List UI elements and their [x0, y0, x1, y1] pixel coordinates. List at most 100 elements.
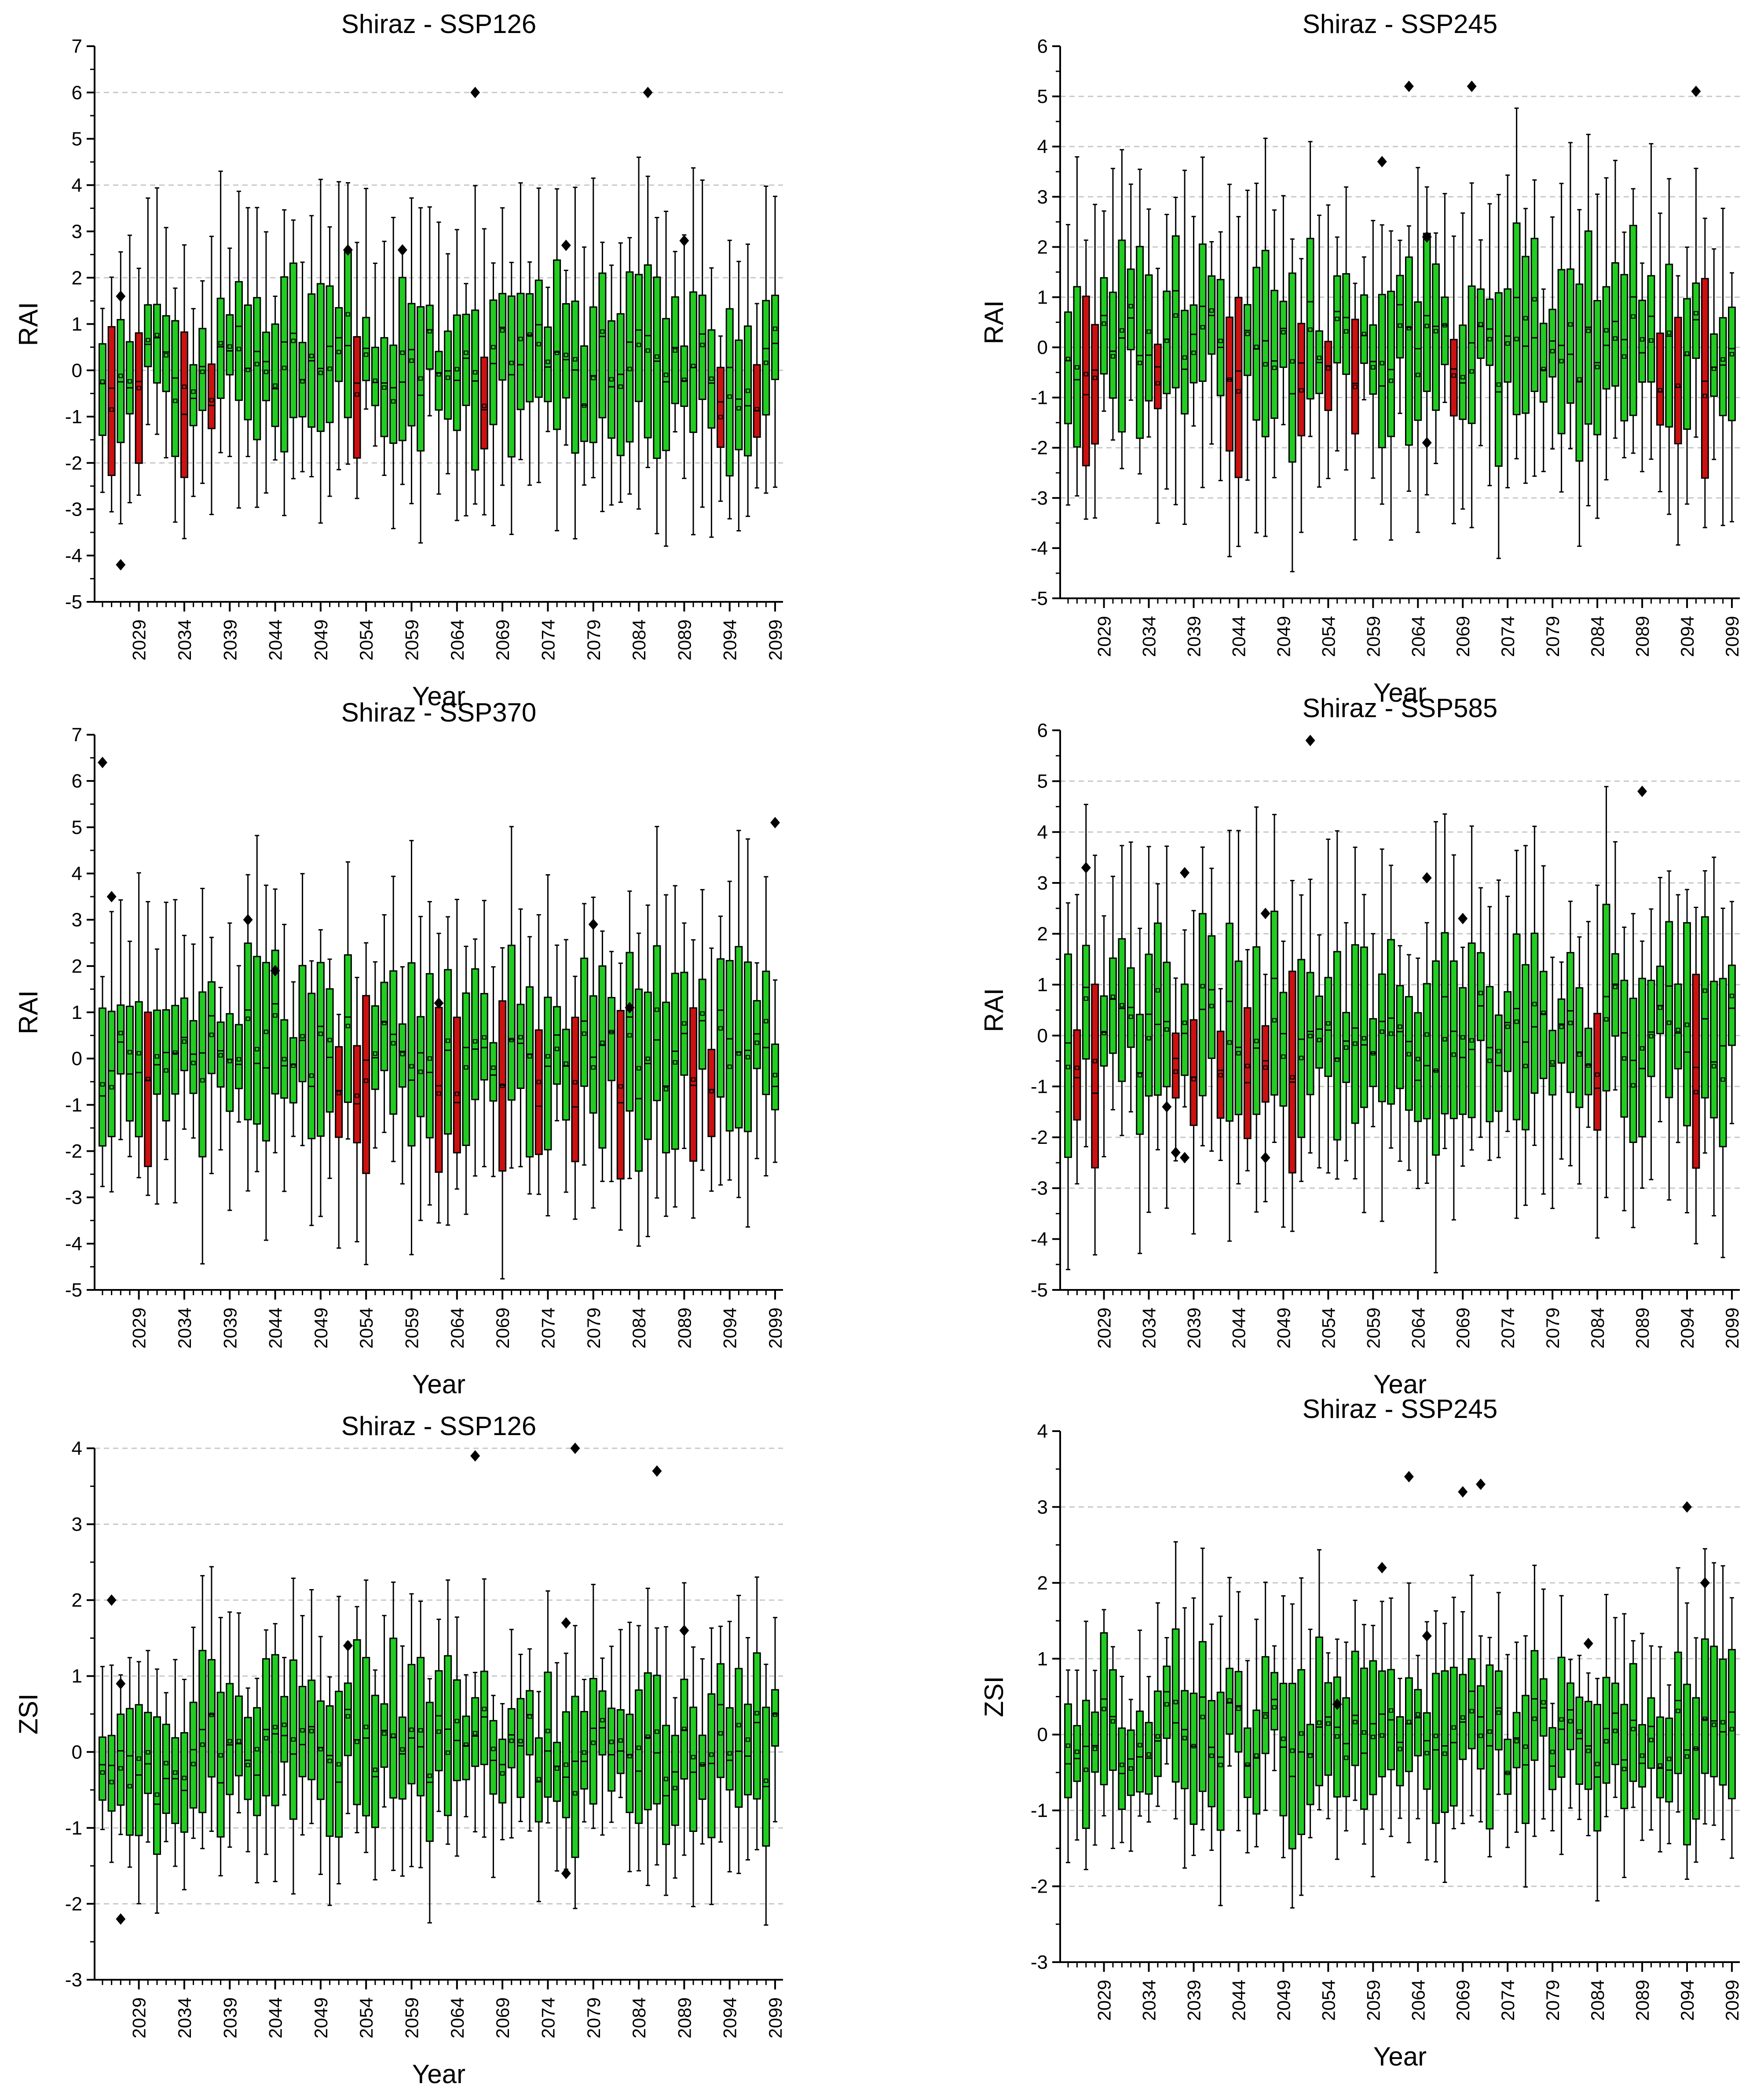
box-2092: [1665, 178, 1673, 515]
box-mean-marker: [1290, 1748, 1295, 1753]
outlier-point: [397, 244, 407, 256]
x-tick-label: 2089: [674, 1997, 695, 2038]
box-normal: [253, 297, 261, 440]
box-normal: [125, 1005, 134, 1122]
box-2042: [1216, 1615, 1225, 1906]
box-2084: [1593, 193, 1602, 519]
outlier-point: [1422, 872, 1432, 884]
box-mean-marker: [627, 1033, 632, 1038]
x-tick-label: 2059: [1363, 1980, 1383, 2021]
box-mean-marker: [518, 1035, 523, 1040]
box-2066: [1432, 1610, 1440, 1863]
box-deficit: [353, 336, 361, 459]
box-2053: [353, 977, 361, 1242]
box-2095: [735, 1594, 743, 1874]
box-mean-marker: [500, 1771, 505, 1776]
x-tick-label: 2079: [1542, 616, 1563, 657]
box-mean-marker: [500, 328, 505, 333]
box-normal: [1710, 1645, 1718, 1777]
box-normal: [1638, 1724, 1646, 1788]
box-normal: [616, 1709, 625, 1774]
box-2081: [1566, 142, 1574, 450]
box-mean-marker: [154, 1054, 159, 1059]
box-2063: [1405, 225, 1413, 492]
box-2089: [1638, 940, 1646, 1189]
box-mean-marker: [1550, 1750, 1555, 1754]
box-2035: [1154, 267, 1162, 524]
box-normal: [1494, 292, 1503, 467]
box-normal: [171, 1005, 179, 1095]
box-2038: [216, 987, 225, 1151]
box-2054: [1324, 1652, 1332, 1820]
box-2087: [662, 1626, 670, 1896]
box-2095: [735, 830, 743, 1198]
x-tick-label: 2034: [1139, 616, 1160, 657]
x-tick-label: 2094: [720, 619, 740, 660]
y-tick-label: -2: [1031, 1876, 1048, 1897]
box-mean-marker: [255, 362, 260, 366]
box-mean-marker: [1496, 1049, 1501, 1054]
outlier-point: [243, 914, 253, 926]
box-mean-marker: [400, 350, 405, 355]
y-tick-label: 1: [1037, 974, 1048, 996]
box-2039: [1189, 1597, 1198, 1856]
box-normal: [1530, 1650, 1539, 1761]
x-tick-label: 2079: [583, 619, 604, 660]
box-mean-marker: [1245, 331, 1250, 336]
outlier-point: [588, 919, 598, 930]
box-deficit: [1171, 1032, 1180, 1099]
box-2029: [1100, 1609, 1108, 1817]
box-2047: [1261, 974, 1270, 1202]
box-normal: [1575, 283, 1584, 462]
outlier-point: [116, 1913, 126, 1925]
box-2043: [262, 884, 270, 1241]
y-tick-label: -1: [65, 406, 82, 428]
box-normal: [1226, 1667, 1233, 1735]
box-mean-marker: [773, 1073, 777, 1077]
y-tick-label: 0: [1037, 1025, 1048, 1047]
x-tick-label: 2089: [674, 1308, 695, 1348]
box-normal: [407, 303, 416, 427]
box-2071: [1477, 239, 1485, 447]
box-mean-marker: [1361, 1730, 1366, 1735]
box-mean-marker: [118, 1031, 123, 1036]
box-mean-marker: [1406, 1720, 1411, 1725]
box-mean-marker: [591, 1740, 596, 1745]
box-2073: [534, 914, 543, 1195]
box-mean-marker: [509, 360, 514, 365]
box-2075: [553, 944, 561, 1121]
box-mean-marker: [1479, 322, 1483, 327]
box-normal: [1351, 944, 1359, 1124]
box-mean-marker: [418, 1728, 423, 1733]
box-normal: [1522, 256, 1530, 414]
y-tick-label: 6: [72, 82, 82, 103]
box-mean-marker: [236, 1739, 241, 1743]
box-mean-marker: [400, 1747, 405, 1752]
box-deficit: [480, 356, 488, 450]
box-2051: [1297, 894, 1306, 1182]
box-mean-marker: [673, 1786, 677, 1791]
x-tick-label: 2029: [1094, 616, 1115, 657]
box-normal: [398, 277, 406, 441]
box-normal: [298, 965, 307, 1082]
x-tick-label: 2099: [1722, 1980, 1742, 2021]
box-deficit: [1297, 322, 1306, 436]
box-normal: [1378, 293, 1386, 448]
box-normal: [262, 962, 270, 1142]
box-2061: [425, 1678, 434, 1924]
box-normal: [1163, 961, 1171, 1088]
box-mean-marker: [1120, 328, 1124, 333]
y-tick-label: -2: [65, 1893, 82, 1915]
box-normal: [162, 1009, 170, 1122]
box-mean-marker: [1559, 1717, 1564, 1722]
y-tick-label: 6: [1037, 36, 1048, 57]
box-2055: [371, 262, 379, 447]
box-2061: [425, 206, 434, 417]
box-mean-marker: [1245, 1762, 1250, 1767]
box-2062: [435, 221, 443, 495]
y-tick-label: 3: [1037, 1496, 1048, 1518]
box-mean-marker: [109, 1780, 114, 1784]
box-deficit: [1243, 1007, 1252, 1139]
